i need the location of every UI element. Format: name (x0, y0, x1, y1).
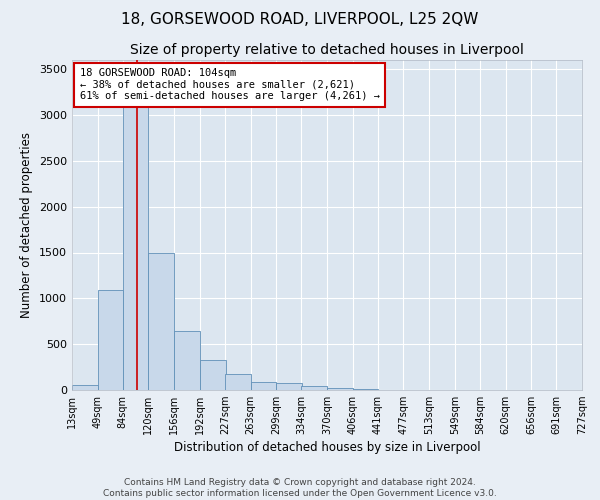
Bar (123, 76, 148, 390)
X-axis label: Distribution of detached houses by size in Liverpool: Distribution of detached houses by size … (173, 442, 481, 454)
Bar (72, 386, 98, 390)
Bar (301, 386, 327, 390)
Bar (98, 290, 124, 390)
Title: Size of property relative to detached houses in Liverpool: Size of property relative to detached ho… (130, 44, 524, 58)
Y-axis label: Number of detached properties: Number of detached properties (20, 132, 34, 318)
Bar (200, 360, 226, 390)
Text: 18, GORSEWOOD ROAD, LIVERPOOL, L25 2QW: 18, GORSEWOOD ROAD, LIVERPOOL, L25 2QW (121, 12, 479, 28)
Bar (174, 332, 200, 390)
Bar (327, 388, 353, 390)
Bar (251, 382, 276, 390)
Bar (148, 252, 174, 390)
Text: 18 GORSEWOOD ROAD: 104sqm
← 38% of detached houses are smaller (2,621)
61% of se: 18 GORSEWOOD ROAD: 104sqm ← 38% of detac… (80, 68, 380, 102)
Bar (276, 382, 302, 390)
Text: Contains HM Land Registry data © Crown copyright and database right 2024.
Contai: Contains HM Land Registry data © Crown c… (103, 478, 497, 498)
Bar (225, 374, 251, 390)
Bar (353, 389, 379, 390)
